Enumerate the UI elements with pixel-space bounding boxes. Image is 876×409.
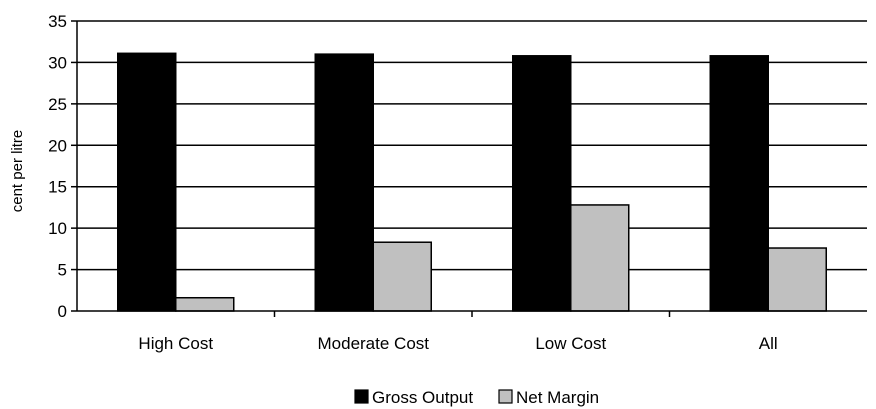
legend-swatch	[498, 389, 513, 404]
x-category-label: All	[759, 334, 778, 353]
bar-gross-output	[314, 53, 374, 312]
bar-net-margin	[372, 241, 432, 312]
y-tick-label: 25	[48, 95, 67, 114]
legend-label: Gross Output	[372, 388, 473, 407]
y-tick-label: 0	[58, 302, 67, 321]
bar-net-margin	[767, 247, 827, 312]
legend: Gross Output Net Margin	[354, 388, 599, 407]
bar-gross-output	[709, 55, 769, 312]
y-tick-label: 30	[48, 53, 67, 72]
bar-net-margin	[570, 204, 630, 312]
legend-swatch	[354, 389, 369, 404]
y-tick-label: 10	[48, 219, 67, 238]
legend-label: Net Margin	[516, 388, 599, 407]
bar-gross-output	[512, 55, 572, 312]
bar-net-margin	[175, 296, 235, 312]
x-category-label: Moderate Cost	[318, 334, 430, 353]
y-tick-label: 20	[48, 136, 67, 155]
x-category-label: High Cost	[138, 334, 213, 353]
y-axis-title: cent per litre	[9, 130, 26, 213]
y-tick-labels: 0 5 10 15 20 25 30 35	[48, 12, 67, 321]
x-category-labels: High Cost Moderate Cost Low Cost All	[138, 334, 777, 353]
bars	[117, 52, 827, 312]
gridlines	[77, 20, 867, 271]
x-category-label: Low Cost	[535, 334, 606, 353]
bar-gross-output	[117, 52, 177, 312]
y-tick-label: 15	[48, 178, 67, 197]
axes	[71, 20, 867, 317]
y-tick-label: 35	[48, 12, 67, 31]
y-tick-label: 5	[58, 261, 67, 280]
